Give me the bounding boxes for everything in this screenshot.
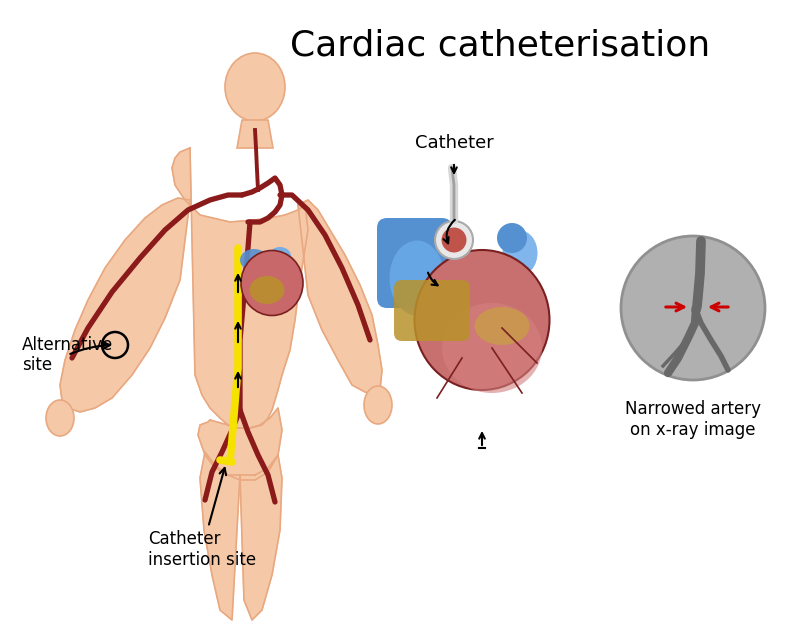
- Ellipse shape: [474, 307, 530, 345]
- Text: Catheter: Catheter: [414, 134, 494, 152]
- Polygon shape: [240, 455, 282, 620]
- Text: Narrowed artery
on x-ray image: Narrowed artery on x-ray image: [625, 400, 761, 439]
- FancyBboxPatch shape: [394, 280, 470, 341]
- Ellipse shape: [240, 249, 268, 271]
- Polygon shape: [172, 148, 308, 428]
- Ellipse shape: [435, 221, 473, 259]
- Polygon shape: [60, 198, 190, 412]
- Ellipse shape: [442, 227, 466, 253]
- Ellipse shape: [414, 250, 550, 390]
- Polygon shape: [237, 120, 273, 148]
- Circle shape: [621, 236, 765, 380]
- Ellipse shape: [46, 400, 74, 436]
- Polygon shape: [200, 452, 240, 620]
- Ellipse shape: [442, 303, 542, 393]
- Ellipse shape: [502, 230, 538, 275]
- FancyBboxPatch shape: [377, 218, 452, 308]
- Ellipse shape: [269, 247, 291, 265]
- Ellipse shape: [497, 223, 527, 253]
- Ellipse shape: [390, 241, 445, 316]
- Text: Alternative
site: Alternative site: [22, 335, 114, 374]
- Polygon shape: [198, 408, 282, 480]
- Text: Cardiac catheterisation: Cardiac catheterisation: [290, 28, 710, 62]
- Ellipse shape: [364, 386, 392, 424]
- Ellipse shape: [250, 276, 285, 304]
- Ellipse shape: [225, 53, 285, 121]
- Ellipse shape: [241, 250, 303, 316]
- Polygon shape: [298, 200, 382, 395]
- Text: Catheter
insertion site: Catheter insertion site: [148, 468, 256, 569]
